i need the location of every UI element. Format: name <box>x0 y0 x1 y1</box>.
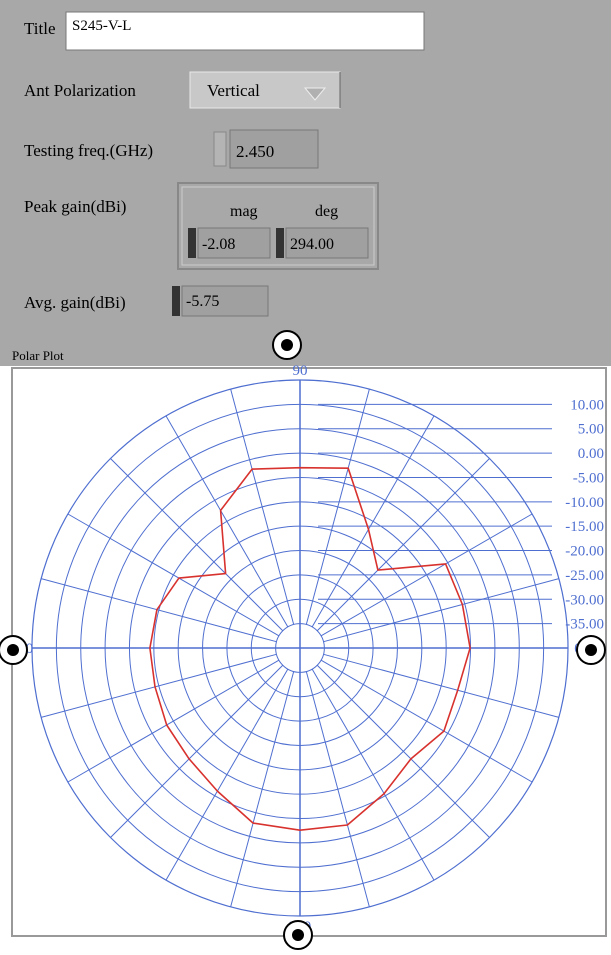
marker-dot <box>292 929 304 941</box>
marker-dot <box>585 644 597 656</box>
plot-label: Polar Plot <box>12 348 64 363</box>
spoke <box>305 389 370 625</box>
title-label: Title <box>24 19 56 38</box>
spoke <box>41 578 277 643</box>
r-tick-label: 10.00 <box>570 397 604 413</box>
markers <box>0 330 606 950</box>
r-tick-label: -10.00 <box>565 495 604 511</box>
r-tick-label: 0.00 <box>578 446 604 462</box>
polarization-value: Vertical <box>207 81 260 100</box>
r-tick-label: -25.00 <box>565 568 604 584</box>
spoke <box>110 458 284 632</box>
avg-gain-label: Avg. gain(dBi) <box>24 293 126 312</box>
spoke <box>311 415 435 628</box>
spoke <box>320 659 533 783</box>
spoke <box>165 668 289 881</box>
deg-spinner[interactable] <box>276 228 284 258</box>
spoke <box>323 578 559 643</box>
mag-value: -2.08 <box>202 236 235 253</box>
mag-spinner[interactable] <box>188 228 196 258</box>
peak-gain-label: Peak gain(dBi) <box>24 197 126 216</box>
title-input[interactable] <box>65 11 425 51</box>
marker-dot <box>281 339 293 351</box>
peak-gain-inner <box>181 186 375 266</box>
spoke <box>41 653 277 718</box>
spoke <box>230 671 295 907</box>
spoke <box>67 513 280 637</box>
polarization-label: Ant Polarization <box>24 81 136 100</box>
dropdown-arrow <box>303 87 327 101</box>
spoke <box>305 671 370 907</box>
plot-background <box>0 366 611 950</box>
spoke <box>316 458 490 632</box>
peak-gain-column: mag <box>230 203 258 220</box>
spoke <box>311 668 435 881</box>
r-tick-label: -20.00 <box>565 544 604 560</box>
marker-dot <box>7 644 19 656</box>
polar-plot: 10.00 5.00 0.00 -5.00 -10.00 -15.00 -20.00 -25.… <box>11 363 604 935</box>
avg-value: -5.75 <box>186 293 219 310</box>
title-value: S245-V-L <box>72 18 131 34</box>
mag-field <box>197 227 271 259</box>
spoke <box>316 664 490 838</box>
r-tick-label: -5.00 <box>573 470 604 486</box>
pattern-curve <box>149 466 471 831</box>
r-tick-label: -15.00 <box>565 519 604 535</box>
spoke <box>230 389 295 625</box>
peak-gain-column: deg <box>315 203 338 220</box>
r-tick-label: 5.00 <box>578 422 604 438</box>
spoke <box>323 653 559 718</box>
spoke <box>67 659 280 783</box>
freq-value: 2.450 <box>236 142 274 161</box>
deg-field <box>285 227 369 259</box>
deg-value: 294.00 <box>290 236 334 253</box>
theta-tick-label: 90 <box>293 363 308 379</box>
freq-field[interactable] <box>229 129 319 169</box>
spoke <box>165 415 289 628</box>
r-tick-label: -30.00 <box>565 592 604 608</box>
spoke <box>320 513 533 637</box>
freq-label: Testing freq.(GHz) <box>24 141 153 160</box>
freq-spinner[interactable] <box>213 131 227 167</box>
avg-spinner[interactable] <box>172 286 180 316</box>
spoke <box>110 664 284 838</box>
r-tick-label: -35.00 <box>565 617 604 633</box>
avg-field <box>181 285 269 317</box>
